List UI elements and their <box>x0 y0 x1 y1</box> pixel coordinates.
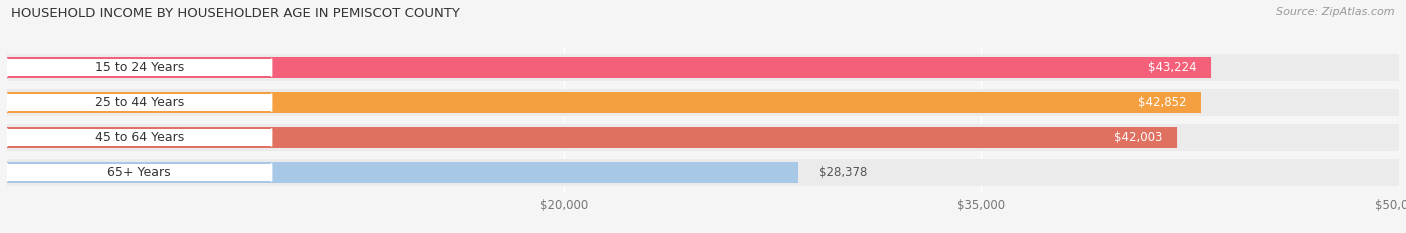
Text: HOUSEHOLD INCOME BY HOUSEHOLDER AGE IN PEMISCOT COUNTY: HOUSEHOLD INCOME BY HOUSEHOLDER AGE IN P… <box>11 7 460 20</box>
Bar <box>7 59 271 76</box>
Text: $28,378: $28,378 <box>820 166 868 179</box>
Bar <box>7 89 1399 116</box>
Bar <box>7 57 1211 78</box>
Text: 65+ Years: 65+ Years <box>107 166 172 179</box>
Text: $42,003: $42,003 <box>1114 131 1163 144</box>
Text: 25 to 44 Years: 25 to 44 Years <box>94 96 184 109</box>
Bar <box>7 92 1199 113</box>
Text: 15 to 24 Years: 15 to 24 Years <box>94 61 184 74</box>
Bar <box>7 129 271 146</box>
Bar <box>7 55 1399 81</box>
Bar <box>7 127 1177 148</box>
Bar <box>7 164 271 181</box>
Bar <box>7 162 797 183</box>
Text: Source: ZipAtlas.com: Source: ZipAtlas.com <box>1277 7 1395 17</box>
Bar <box>7 159 1399 185</box>
Bar <box>7 94 271 111</box>
Bar <box>7 124 1399 151</box>
Text: 45 to 64 Years: 45 to 64 Years <box>94 131 184 144</box>
Text: $42,852: $42,852 <box>1137 96 1187 109</box>
Text: $43,224: $43,224 <box>1147 61 1197 74</box>
